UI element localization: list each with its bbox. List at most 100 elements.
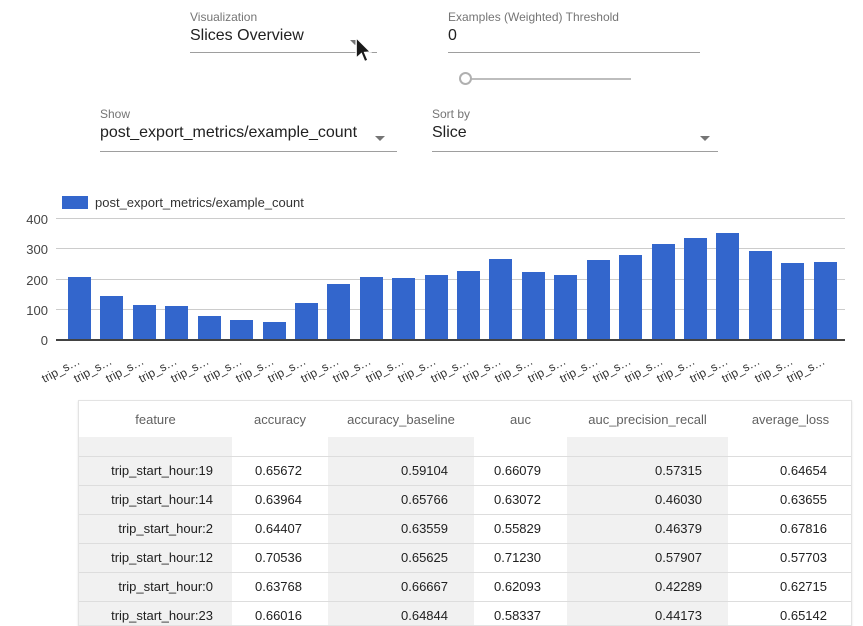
metric-value-cell[interactable]: 0.55829 xyxy=(474,514,567,543)
feature-cell[interactable]: trip_start_hour:12 xyxy=(79,543,232,572)
table-row[interactable]: trip_start_hour:230.660160.648440.583370… xyxy=(79,601,852,626)
metric-value-cell[interactable]: 0.63655 xyxy=(728,485,852,514)
gridline xyxy=(56,218,845,219)
column-header-accuracy_baseline[interactable]: accuracy_baseline xyxy=(328,401,474,437)
tfma-slicing-metrics-widget: Visualization Slices Overview Examples (… xyxy=(0,0,863,626)
metric-value-cell[interactable]: 0.62093 xyxy=(474,572,567,601)
metric-value-cell[interactable]: 0.57315 xyxy=(567,456,728,485)
bar[interactable] xyxy=(587,260,610,339)
metric-value-cell[interactable]: 0.46030 xyxy=(567,485,728,514)
threshold-slider-track[interactable] xyxy=(461,78,631,80)
filter-cell xyxy=(79,437,232,456)
feature-cell[interactable]: trip_start_hour:23 xyxy=(79,601,232,626)
metric-value-cell[interactable]: 0.63964 xyxy=(232,485,328,514)
metric-value-cell[interactable]: 0.65142 xyxy=(728,601,852,626)
column-header-average_loss[interactable]: average_loss xyxy=(728,401,852,437)
y-axis-tick-label: 100 xyxy=(14,303,48,318)
feature-cell[interactable]: trip_start_hour:2 xyxy=(79,514,232,543)
bar[interactable] xyxy=(198,316,221,339)
show-label: Show xyxy=(100,107,130,121)
table-row[interactable]: trip_start_hour:20.644070.635590.558290.… xyxy=(79,514,852,543)
bar[interactable] xyxy=(133,305,156,339)
metric-value-cell[interactable]: 0.58337 xyxy=(474,601,567,626)
bar[interactable] xyxy=(425,275,448,339)
table-row[interactable]: trip_start_hour:00.637680.666670.620930.… xyxy=(79,572,852,601)
bar[interactable] xyxy=(684,238,707,339)
show-underline xyxy=(100,151,397,152)
bar[interactable] xyxy=(392,278,415,339)
metric-value-cell[interactable]: 0.65672 xyxy=(232,456,328,485)
bar[interactable] xyxy=(716,233,739,339)
bar[interactable] xyxy=(652,244,675,339)
column-header-auc[interactable]: auc xyxy=(474,401,567,437)
metric-value-cell[interactable]: 0.64654 xyxy=(728,456,852,485)
bar[interactable] xyxy=(360,277,383,339)
feature-cell[interactable]: trip_start_hour:14 xyxy=(79,485,232,514)
metric-value-cell[interactable]: 0.42289 xyxy=(567,572,728,601)
feature-cell[interactable]: trip_start_hour:0 xyxy=(79,572,232,601)
metrics-table-card: featureaccuracyaccuracy_baselineaucauc_p… xyxy=(78,400,852,626)
bar[interactable] xyxy=(230,320,253,339)
metric-value-cell[interactable]: 0.70536 xyxy=(232,543,328,572)
metric-value-cell[interactable]: 0.57703 xyxy=(728,543,852,572)
metric-value-cell[interactable]: 0.66079 xyxy=(474,456,567,485)
bar[interactable] xyxy=(522,272,545,339)
column-header-feature[interactable]: feature xyxy=(79,401,232,437)
bar[interactable] xyxy=(814,262,837,339)
bar[interactable] xyxy=(295,303,318,339)
threshold-slider-handle[interactable] xyxy=(459,72,472,85)
bar[interactable] xyxy=(165,306,188,339)
y-axis-tick-label: 400 xyxy=(14,212,48,227)
filter-cell xyxy=(328,437,474,456)
metric-value-cell[interactable]: 0.63768 xyxy=(232,572,328,601)
visualization-select[interactable]: Slices Overview xyxy=(190,27,304,45)
metric-value-cell[interactable]: 0.46379 xyxy=(567,514,728,543)
table-row[interactable]: trip_start_hour:140.639640.657660.630720… xyxy=(79,485,852,514)
sort-by-select[interactable]: Slice xyxy=(432,124,467,142)
bar[interactable] xyxy=(781,263,804,339)
column-header-auc_precision_recall[interactable]: auc_precision_recall xyxy=(567,401,728,437)
metrics-table: featureaccuracyaccuracy_baselineaucauc_p… xyxy=(79,401,852,626)
metric-value-cell[interactable]: 0.62715 xyxy=(728,572,852,601)
bar[interactable] xyxy=(68,277,91,339)
threshold-input[interactable]: 0 xyxy=(448,27,457,45)
metric-value-cell[interactable]: 0.57907 xyxy=(567,543,728,572)
visualization-label: Visualization xyxy=(190,10,257,24)
chevron-down-icon[interactable] xyxy=(700,136,710,141)
chart-plot-area xyxy=(56,220,845,341)
sort-by-underline xyxy=(432,151,718,152)
metric-value-cell[interactable]: 0.64407 xyxy=(232,514,328,543)
sort-by-label: Sort by xyxy=(432,107,470,121)
metric-value-cell[interactable]: 0.65766 xyxy=(328,485,474,514)
metric-value-cell[interactable]: 0.59104 xyxy=(328,456,474,485)
threshold-label: Examples (Weighted) Threshold xyxy=(448,10,619,24)
show-select[interactable]: post_export_metrics/example_count xyxy=(100,124,357,142)
bar[interactable] xyxy=(749,251,772,339)
column-header-accuracy[interactable]: accuracy xyxy=(232,401,328,437)
bar[interactable] xyxy=(619,255,642,339)
bar[interactable] xyxy=(457,271,480,339)
y-axis-tick-label: 300 xyxy=(14,242,48,257)
filter-cell xyxy=(728,437,852,456)
metric-value-cell[interactable]: 0.71230 xyxy=(474,543,567,572)
metric-value-cell[interactable]: 0.67816 xyxy=(728,514,852,543)
mouse-cursor-icon xyxy=(354,37,372,63)
bar[interactable] xyxy=(100,296,123,339)
bar[interactable] xyxy=(327,284,350,339)
metric-value-cell[interactable]: 0.64844 xyxy=(328,601,474,626)
bar[interactable] xyxy=(489,259,512,339)
metric-value-cell[interactable]: 0.66016 xyxy=(232,601,328,626)
metric-value-cell[interactable]: 0.65625 xyxy=(328,543,474,572)
metric-value-cell[interactable]: 0.66667 xyxy=(328,572,474,601)
metric-value-cell[interactable]: 0.63559 xyxy=(328,514,474,543)
table-row[interactable]: trip_start_hour:190.656720.591040.660790… xyxy=(79,456,852,485)
metric-value-cell[interactable]: 0.63072 xyxy=(474,485,567,514)
bar[interactable] xyxy=(263,322,286,339)
metric-value-cell[interactable]: 0.44173 xyxy=(567,601,728,626)
feature-cell[interactable]: trip_start_hour:19 xyxy=(79,456,232,485)
example-count-bar-chart: post_export_metrics/example_count 010020… xyxy=(0,185,863,395)
y-axis-tick-label: 200 xyxy=(14,273,48,288)
table-row[interactable]: trip_start_hour:120.705360.656250.712300… xyxy=(79,543,852,572)
bar[interactable] xyxy=(554,275,577,339)
chevron-down-icon[interactable] xyxy=(375,136,385,141)
